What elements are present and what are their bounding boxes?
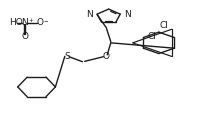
Text: O: O bbox=[102, 52, 109, 61]
Text: S: S bbox=[64, 52, 70, 61]
Text: O: O bbox=[36, 18, 43, 27]
Text: N: N bbox=[21, 18, 28, 27]
Text: +: + bbox=[29, 18, 33, 23]
Text: −: − bbox=[43, 18, 48, 23]
Text: O: O bbox=[21, 32, 28, 41]
Text: N: N bbox=[124, 10, 131, 19]
Text: HO: HO bbox=[9, 18, 23, 27]
Text: Cl: Cl bbox=[160, 21, 169, 30]
Text: N: N bbox=[86, 10, 93, 19]
Text: Cl: Cl bbox=[147, 32, 156, 41]
